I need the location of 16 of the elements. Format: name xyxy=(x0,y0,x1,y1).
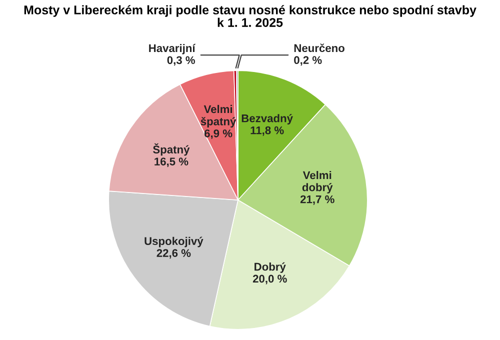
chart-title: Mosty v Libereckém kraji podle stavu nosné konstrukce nebo spodní stavby k 1. 1. 2025 xyxy=(24,5,476,27)
data-label: 21,7 % xyxy=(300,195,334,205)
data-label: 11,8 % xyxy=(250,126,284,136)
data-label: 6,9 % xyxy=(204,129,232,139)
data-label: 0,3 % xyxy=(167,56,195,66)
data-label: 22,6 % xyxy=(156,249,191,259)
slice-label: Bezvadný xyxy=(242,114,293,124)
slice-label: Dobrý xyxy=(254,262,286,273)
slice-label: Havarijní xyxy=(149,44,196,54)
slice-label: Velmi dobrý xyxy=(302,170,333,194)
data-label: 0,2 % xyxy=(294,56,322,66)
data-label: 16,5 % xyxy=(154,158,188,168)
slice-label: Uspokojivý xyxy=(144,236,204,248)
slice-label: Neurčeno xyxy=(294,44,344,52)
slice-label: Špatný xyxy=(153,143,190,156)
data-label: 20,0 % xyxy=(252,274,287,284)
